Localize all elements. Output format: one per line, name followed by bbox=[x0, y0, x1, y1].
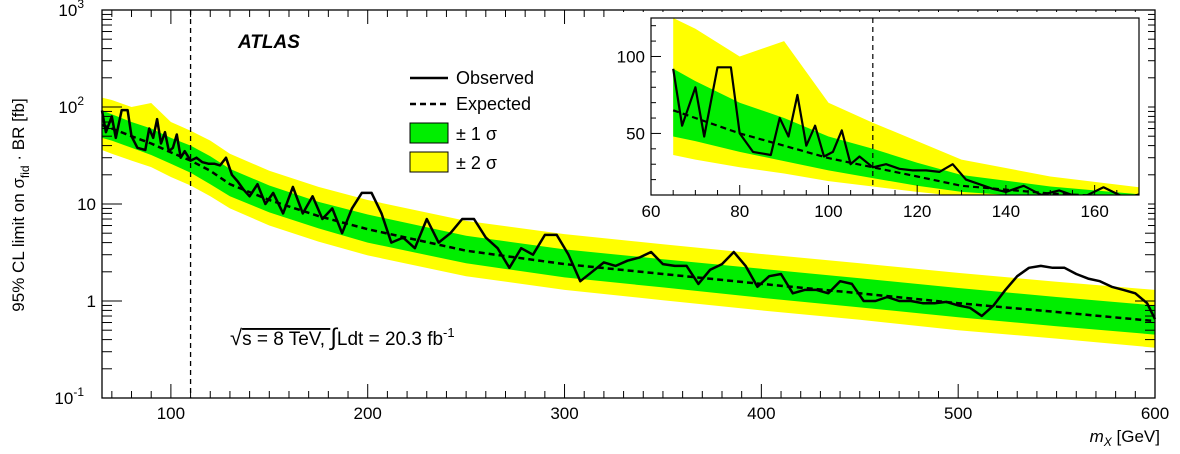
legend-expected-label: Expected bbox=[456, 94, 531, 114]
y-tick-label: 10 bbox=[77, 195, 96, 214]
inset-y-tick-label: 100 bbox=[617, 47, 645, 66]
legend-1sigma-label: ± 1 σ bbox=[456, 124, 497, 144]
observed-line bbox=[100, 108, 1157, 320]
y-axis-title: 95% CL limit on σfid · BR [fb] bbox=[9, 98, 32, 311]
inset-x-tick-label: 80 bbox=[730, 202, 749, 221]
x-axis-title: mX [GeV] bbox=[1090, 427, 1160, 449]
inset-x-tick-label: 160 bbox=[1080, 202, 1108, 221]
x-tick-label: 400 bbox=[747, 404, 775, 423]
sqrt-symbol: √ bbox=[230, 325, 243, 350]
inset-plot: 60 80 100 120 140 160 50 100 bbox=[610, 12, 1148, 230]
lumi-text: Ldt = 20.3 fb bbox=[337, 329, 443, 350]
inset-axis-ticks: 60 80 100 120 140 160 50 100 bbox=[617, 25, 1140, 221]
legend-2sigma-label: ± 2 σ bbox=[456, 153, 497, 173]
x-axis-unit: [GeV] bbox=[1112, 427, 1160, 446]
x-tick-label: 600 bbox=[1141, 404, 1169, 423]
y-tick-label: 10-1 bbox=[54, 385, 84, 408]
main-axis-ticks: 100 200 300 400 500 600 10-1 1 10 102 103 bbox=[54, 0, 1169, 423]
x-axis-var: m bbox=[1090, 427, 1104, 446]
experiment-label: ATLAS bbox=[237, 32, 300, 53]
y-tick-label: 1 bbox=[87, 292, 96, 311]
main-lines bbox=[100, 10, 1157, 398]
integral-symbol: ∫ bbox=[328, 324, 338, 351]
energy-text: s = 8 TeV, bbox=[242, 329, 330, 350]
x-axis-var-sub: X bbox=[1103, 435, 1113, 449]
x-tick-label: 200 bbox=[354, 404, 382, 423]
legend-2sigma-swatch bbox=[409, 151, 449, 173]
inset-x-tick-label: 120 bbox=[903, 202, 931, 221]
y-axis-title-tail: · BR [fb] bbox=[9, 98, 28, 165]
lumi-superscript: -1 bbox=[443, 325, 455, 340]
inset-x-tick-label: 100 bbox=[814, 202, 842, 221]
y-axis-title-sub: fid bbox=[18, 165, 32, 178]
x-tick-label: 500 bbox=[944, 404, 972, 423]
inset-x-tick-label: 140 bbox=[992, 202, 1020, 221]
legend-1sigma-swatch bbox=[409, 122, 449, 144]
legend-observed-label: Observed bbox=[456, 68, 534, 88]
legend: Observed Expected ± 1 σ ± 2 σ bbox=[409, 68, 534, 173]
y-tick-label: 103 bbox=[58, 0, 84, 20]
x-tick-label: 300 bbox=[550, 404, 578, 423]
energy-lumi-annotation: √s = 8 TeV, ∫Ldt = 20.3 fb-1 bbox=[230, 324, 455, 351]
y-axis-title-main: 95% CL limit on σ bbox=[9, 178, 28, 312]
x-tick-label: 100 bbox=[157, 404, 185, 423]
inset-x-tick-label: 60 bbox=[642, 202, 661, 221]
inset-y-tick-label: 50 bbox=[626, 124, 645, 143]
y-tick-label: 102 bbox=[58, 94, 84, 117]
